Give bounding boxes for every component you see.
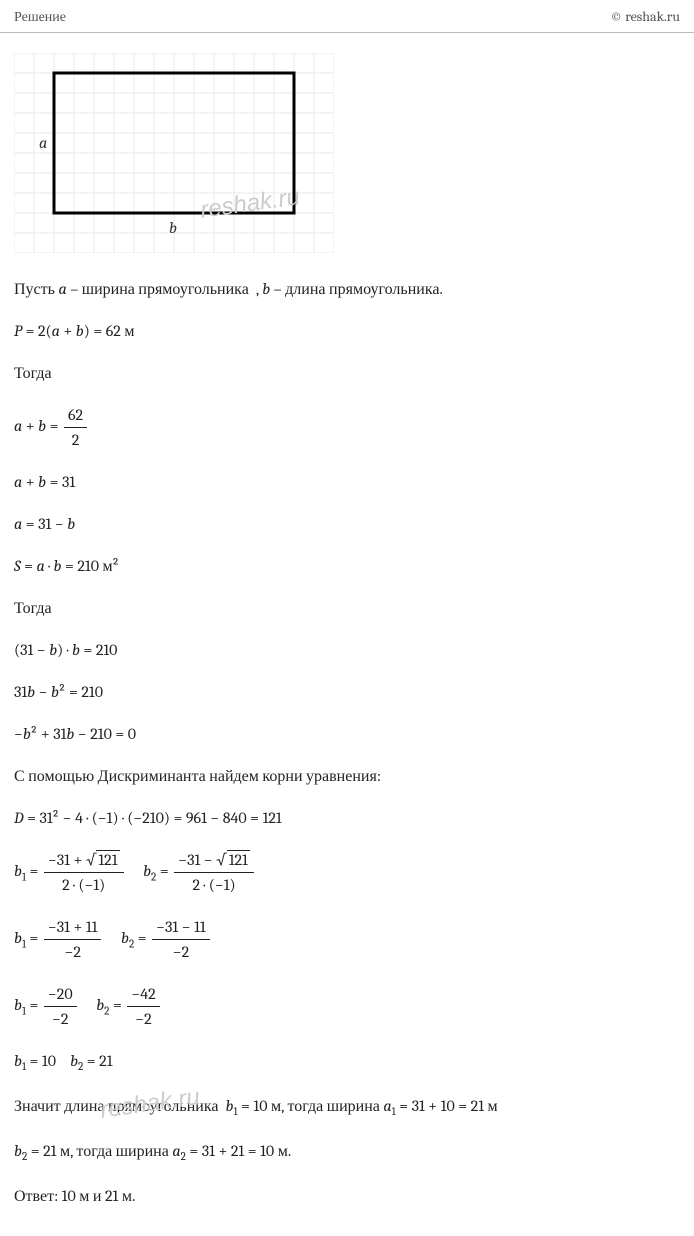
- answer: Ответ: 10 м и 21 м.: [14, 1184, 680, 1208]
- disc-text: С помощью Дискриминанта найдем корни ура…: [14, 764, 680, 788]
- conclusion-1: Значит длина прямоугольника b1 = 10 м, т…: [14, 1094, 680, 1121]
- rectangle-diagram: ab: [14, 53, 334, 253]
- solution-content: Пусть a – ширина прямоугольника , b – дл…: [0, 267, 694, 1236]
- roots-3: b1 = −20 −2 b2 = −42 −2: [14, 982, 680, 1031]
- header-copyright: © reshak.ru: [610, 8, 680, 26]
- roots-1: b1 = −31 + √121 2 · (−1) b2 = −31 − √121…: [14, 848, 680, 897]
- eq-1: a + b = 622: [14, 403, 680, 452]
- eq-2: a + b = 31: [14, 470, 680, 494]
- eq-5: 31b − b² = 210: [14, 680, 680, 704]
- svg-text:a: a: [39, 134, 47, 152]
- diagram-container: ab: [0, 33, 694, 267]
- intro-text: Пусть a – ширина прямоугольника , b – дл…: [14, 277, 680, 301]
- roots-2: b1 = −31 + 11 −2 b2 = −31 − 11 −2: [14, 915, 680, 964]
- header-title: Решение: [14, 8, 66, 26]
- conclusion-2: b2 = 21 м, тогда ширина a2 = 31 + 21 = 1…: [14, 1139, 680, 1166]
- svg-text:b: b: [169, 219, 177, 237]
- roots-final: b1 = 10 b2 = 21: [14, 1049, 680, 1076]
- eq-4: (31 − b) · b = 210: [14, 638, 680, 662]
- disc-eq: D = 31² − 4 · (−1) · (−210) = 961 − 840 …: [14, 806, 680, 830]
- header: Решение © reshak.ru: [0, 0, 694, 33]
- area-eq: S = a · b = 210 м²: [14, 554, 680, 578]
- eq-6: −b² + 31b − 210 = 0: [14, 722, 680, 746]
- eq-3: a = 31 − b: [14, 512, 680, 536]
- then-1: Тогда: [14, 361, 680, 385]
- then-2: Тогда: [14, 596, 680, 620]
- perimeter-eq: P = 2(a + b) = 62 м: [14, 319, 680, 343]
